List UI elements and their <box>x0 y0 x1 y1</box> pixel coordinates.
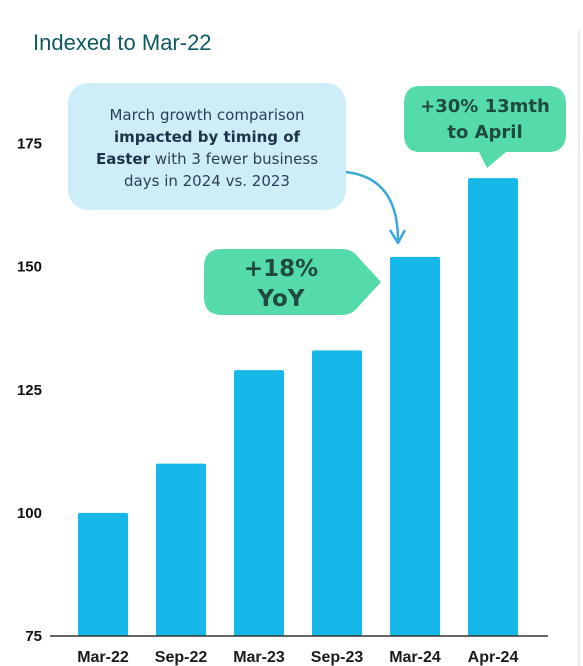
easter-note-line-2: impacted by timing of <box>114 128 301 146</box>
chart-subtitle: Indexed to Mar-22 <box>33 30 212 55</box>
x-tick-label: Mar-22 <box>77 649 129 666</box>
easter-note-arrow <box>345 170 400 241</box>
13mth-callout-line-1: +30% 13mth <box>420 96 550 117</box>
y-tick-label: 175 <box>17 136 42 153</box>
easter-note-line-1: March growth comparison <box>109 106 304 124</box>
bars <box>78 178 518 637</box>
x-axis-ticks: Mar-22 Sep-22 Mar-23 Sep-23 Mar-24 Apr-24 <box>77 649 518 666</box>
easter-note-line-3: Easter with 3 fewer business <box>96 150 318 168</box>
bar <box>156 463 206 636</box>
easter-note-line-3-rest: with 3 fewer business <box>150 150 318 168</box>
easter-note-line-4: days in 2024 vs. 2023 <box>124 172 290 190</box>
yoy-callout-line-2: YoY <box>257 286 305 312</box>
yoy-callout: +18% YoY <box>204 249 381 315</box>
y-tick-label: 150 <box>17 259 42 276</box>
easter-note-box <box>68 83 346 210</box>
yoy-callout-shape <box>204 249 381 315</box>
13mth-callout-shape <box>404 86 566 168</box>
easter-note-arrowhead <box>388 229 407 245</box>
y-tick-label: 75 <box>25 628 42 645</box>
x-tick-label: Apr-24 <box>468 649 519 666</box>
easter-note-callout: March growth comparison impacted by timi… <box>68 83 407 245</box>
bar <box>234 370 284 636</box>
bar <box>312 350 362 636</box>
13mth-callout-line-2: to April <box>447 122 522 143</box>
y-tick-label: 100 <box>17 505 42 522</box>
x-tick-label: Mar-23 <box>233 649 285 666</box>
x-tick-label: Mar-24 <box>389 649 441 666</box>
x-tick-label: Sep-23 <box>311 649 364 666</box>
easter-note-bold-word: Easter <box>96 150 151 168</box>
bar <box>390 256 440 636</box>
x-tick-label: Sep-22 <box>155 649 208 666</box>
13mth-callout: +30% 13mth to April <box>404 86 566 168</box>
yoy-callout-line-1: +18% <box>244 256 318 282</box>
y-tick-label: 125 <box>17 382 42 399</box>
bar <box>78 512 128 636</box>
y-axis-ticks: 75 100 125 150 175 <box>17 136 42 645</box>
bar <box>468 178 518 637</box>
